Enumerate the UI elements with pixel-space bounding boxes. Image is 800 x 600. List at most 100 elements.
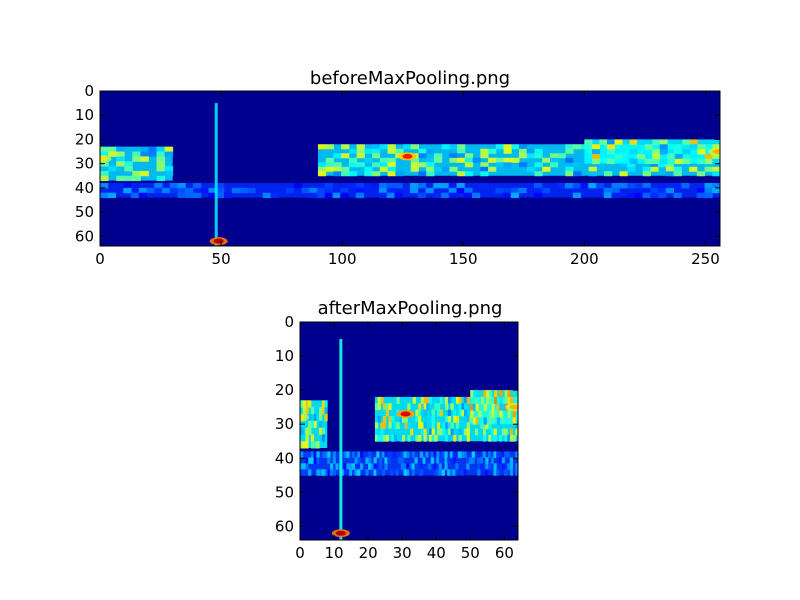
heatmap-cell (124, 161, 133, 167)
heatmap-cell (704, 158, 713, 165)
heatmap-cell (474, 428, 479, 436)
heatmap-cell (365, 469, 369, 476)
heatmap-cell (485, 457, 489, 464)
heatmap-cell (351, 463, 355, 470)
heatmap-cell (305, 463, 309, 470)
heatmap-hotspot-core (509, 404, 518, 410)
heatmap-cell (504, 469, 508, 476)
y-tick-label: 30 (75, 155, 94, 173)
heatmap-cell (549, 157, 559, 163)
heatmap-cell (425, 463, 429, 470)
heatmap-cell (658, 183, 667, 189)
heatmap-cell (431, 422, 435, 430)
heatmap-cell (355, 187, 364, 194)
heatmap-cell (452, 451, 456, 458)
heatmap-cell (507, 434, 511, 442)
heatmap-cell (611, 183, 620, 189)
heatmap-cell (439, 396, 443, 404)
heatmap-cell (493, 428, 497, 436)
heatmap-cell (439, 428, 443, 436)
heatmap-cell (379, 183, 388, 189)
heatmap-cell (419, 451, 424, 458)
heatmap-cell (534, 148, 543, 154)
heatmap-cell (300, 441, 304, 449)
heatmap-cell (659, 149, 668, 155)
heatmap-cell (534, 187, 543, 194)
heatmap-cell (417, 469, 421, 476)
heatmap-cell (642, 183, 651, 189)
heatmap-cell (308, 400, 312, 408)
heatmap-cell (475, 403, 479, 412)
heatmap-cell (364, 157, 373, 163)
heatmap-cell (507, 410, 511, 418)
heatmap-cell (426, 157, 435, 163)
heatmap-cell (534, 183, 543, 189)
heatmap-cell (472, 390, 477, 398)
heatmap-cell (380, 434, 384, 442)
heatmap-cell (300, 463, 304, 470)
heatmap-cell (491, 434, 495, 442)
heatmap-cell (490, 451, 494, 458)
heatmap-cell (588, 166, 597, 172)
heatmap-cell (644, 158, 653, 165)
heatmap-cell (460, 451, 464, 458)
heatmap-cell (455, 463, 459, 470)
heatmap-cell (418, 171, 427, 177)
heatmap-cell (437, 403, 441, 411)
heatmap-cell (488, 417, 493, 425)
heatmap-cell (611, 192, 620, 199)
heatmap-cell (447, 409, 452, 417)
heatmap-cell (305, 441, 309, 449)
heatmap-cell (428, 434, 433, 442)
heatmap-cell (385, 409, 389, 417)
heatmap-cell (637, 139, 646, 145)
heatmap-plot (99, 90, 721, 247)
heatmap-cell (393, 422, 398, 430)
heatmap-cell (493, 463, 497, 470)
heatmap-cell (682, 139, 691, 145)
heatmap-cell (317, 144, 327, 150)
heatmap-cell (512, 434, 516, 442)
heatmap-cell (373, 457, 377, 464)
heatmap-cell (441, 144, 450, 150)
heatmap-cell (658, 187, 667, 194)
heatmap-cell (415, 422, 419, 430)
heatmap-cell (414, 457, 418, 464)
heatmap-cell (333, 171, 342, 177)
heatmap-hotspot-core (300, 414, 305, 420)
heatmap-cell (313, 413, 317, 422)
heatmap-cell (409, 469, 413, 476)
heatmap-cell (356, 148, 365, 154)
heatmap-cell (356, 153, 365, 159)
heatmap-cell (335, 463, 339, 470)
heatmap-cell (448, 183, 457, 189)
heatmap-cell (363, 187, 372, 194)
heatmap-cell (502, 403, 506, 412)
heatmap-cell (697, 144, 706, 150)
heatmap-cell (383, 409, 387, 417)
heatmap-cell (327, 469, 331, 476)
heatmap-cell (154, 187, 163, 194)
heatmap-cell (619, 171, 628, 177)
heatmap-cell (466, 457, 470, 464)
heatmap-cell (354, 451, 358, 458)
heatmap-cell (584, 139, 593, 145)
heatmap-cell (138, 187, 147, 194)
x-tick-label: 150 (449, 250, 478, 268)
heatmap-cell (704, 192, 713, 199)
heatmap-cell (588, 183, 597, 189)
heatmap-cell (321, 407, 326, 415)
heatmap-cell (368, 451, 372, 458)
heatmap-cell (410, 166, 419, 172)
heatmap-cell (423, 422, 427, 430)
heatmap-cell (433, 463, 437, 470)
heatmap-cell (409, 463, 413, 470)
heatmap-cell (488, 396, 493, 405)
heatmap-cell (310, 451, 315, 458)
heatmap-vertical-line (214, 103, 218, 246)
heatmap-cell (321, 434, 326, 442)
heatmap-cell (433, 451, 437, 458)
heatmap-cell (658, 192, 667, 199)
heatmap-cell (310, 407, 315, 415)
heatmap-cell (515, 428, 518, 436)
